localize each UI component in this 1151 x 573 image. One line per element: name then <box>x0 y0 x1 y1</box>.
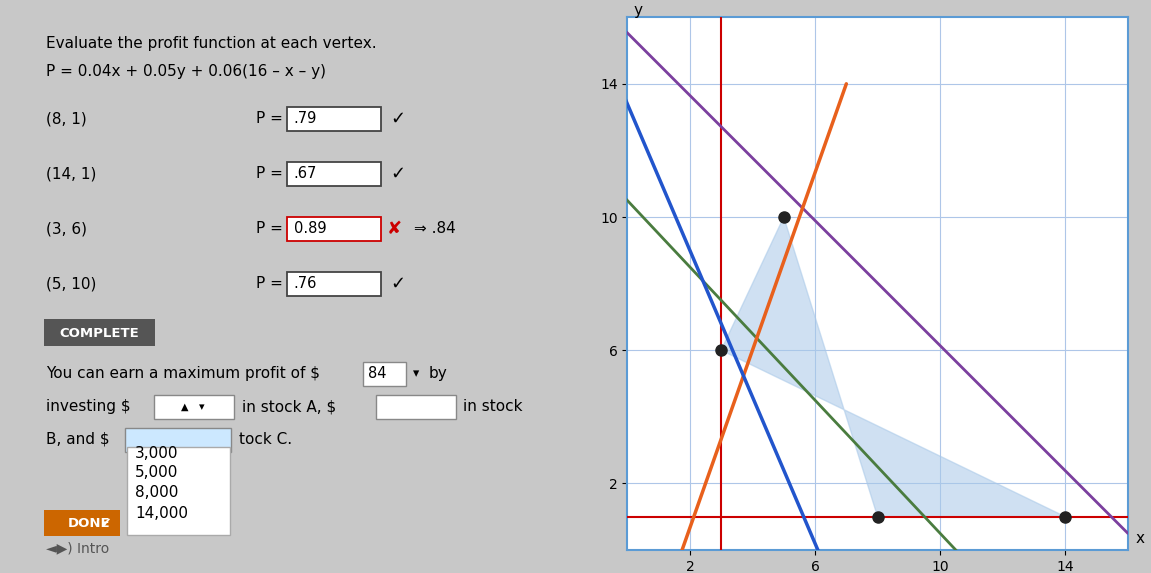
Text: DONE: DONE <box>68 516 110 529</box>
Text: ⇒ .84: ⇒ .84 <box>414 221 456 236</box>
Text: y: y <box>634 3 642 18</box>
Text: .76: .76 <box>294 276 317 291</box>
Text: ▾: ▾ <box>199 402 204 412</box>
Text: x: x <box>1136 531 1145 546</box>
Text: tock C.: tock C. <box>239 432 292 447</box>
FancyBboxPatch shape <box>44 319 155 347</box>
FancyBboxPatch shape <box>376 395 456 418</box>
Text: investing $: investing $ <box>46 399 131 414</box>
Text: COMPLETE: COMPLETE <box>59 327 139 340</box>
FancyBboxPatch shape <box>154 395 235 418</box>
Text: P =: P = <box>256 166 288 181</box>
FancyBboxPatch shape <box>287 162 381 186</box>
FancyBboxPatch shape <box>287 272 381 296</box>
Text: 0.89: 0.89 <box>294 221 326 236</box>
Text: .67: .67 <box>294 166 317 181</box>
Text: ✘: ✘ <box>387 219 402 238</box>
Text: ◄▶) Intro: ◄▶) Intro <box>46 541 109 555</box>
FancyBboxPatch shape <box>127 447 230 535</box>
Text: ✔: ✔ <box>101 516 112 529</box>
FancyBboxPatch shape <box>44 510 121 536</box>
Text: P =: P = <box>256 221 288 236</box>
Text: P = 0.04x + 0.05y + 0.06(16 – x – y): P = 0.04x + 0.05y + 0.06(16 – x – y) <box>46 64 326 79</box>
Text: .79: .79 <box>294 111 317 126</box>
Text: in stock A, $: in stock A, $ <box>242 399 336 414</box>
FancyBboxPatch shape <box>363 362 406 386</box>
Text: (8, 1): (8, 1) <box>46 111 86 126</box>
Text: 5,000: 5,000 <box>136 465 178 481</box>
Text: B, and $: B, and $ <box>46 432 109 447</box>
Text: ▾: ▾ <box>413 367 419 380</box>
Text: by: by <box>429 367 448 382</box>
Text: You can earn a maximum profit of $: You can earn a maximum profit of $ <box>46 366 320 381</box>
Text: 14,000: 14,000 <box>136 505 189 521</box>
Text: (3, 6): (3, 6) <box>46 221 87 236</box>
Polygon shape <box>722 217 1066 517</box>
Text: ✓: ✓ <box>390 164 405 183</box>
Text: 84: 84 <box>368 367 387 382</box>
Text: P =: P = <box>256 276 288 291</box>
Text: P =: P = <box>256 111 288 126</box>
FancyBboxPatch shape <box>287 107 381 131</box>
Text: ✓: ✓ <box>390 274 405 293</box>
Text: 8,000: 8,000 <box>136 485 178 500</box>
Text: (14, 1): (14, 1) <box>46 166 97 181</box>
Text: ✓: ✓ <box>390 109 405 128</box>
Text: (5, 10): (5, 10) <box>46 276 97 291</box>
FancyBboxPatch shape <box>287 217 381 241</box>
FancyBboxPatch shape <box>125 429 231 452</box>
Text: 3,000: 3,000 <box>136 446 178 461</box>
Text: ▲: ▲ <box>182 402 189 412</box>
Text: Evaluate the profit function at each vertex.: Evaluate the profit function at each ver… <box>46 36 376 51</box>
Text: in stock: in stock <box>464 399 523 414</box>
